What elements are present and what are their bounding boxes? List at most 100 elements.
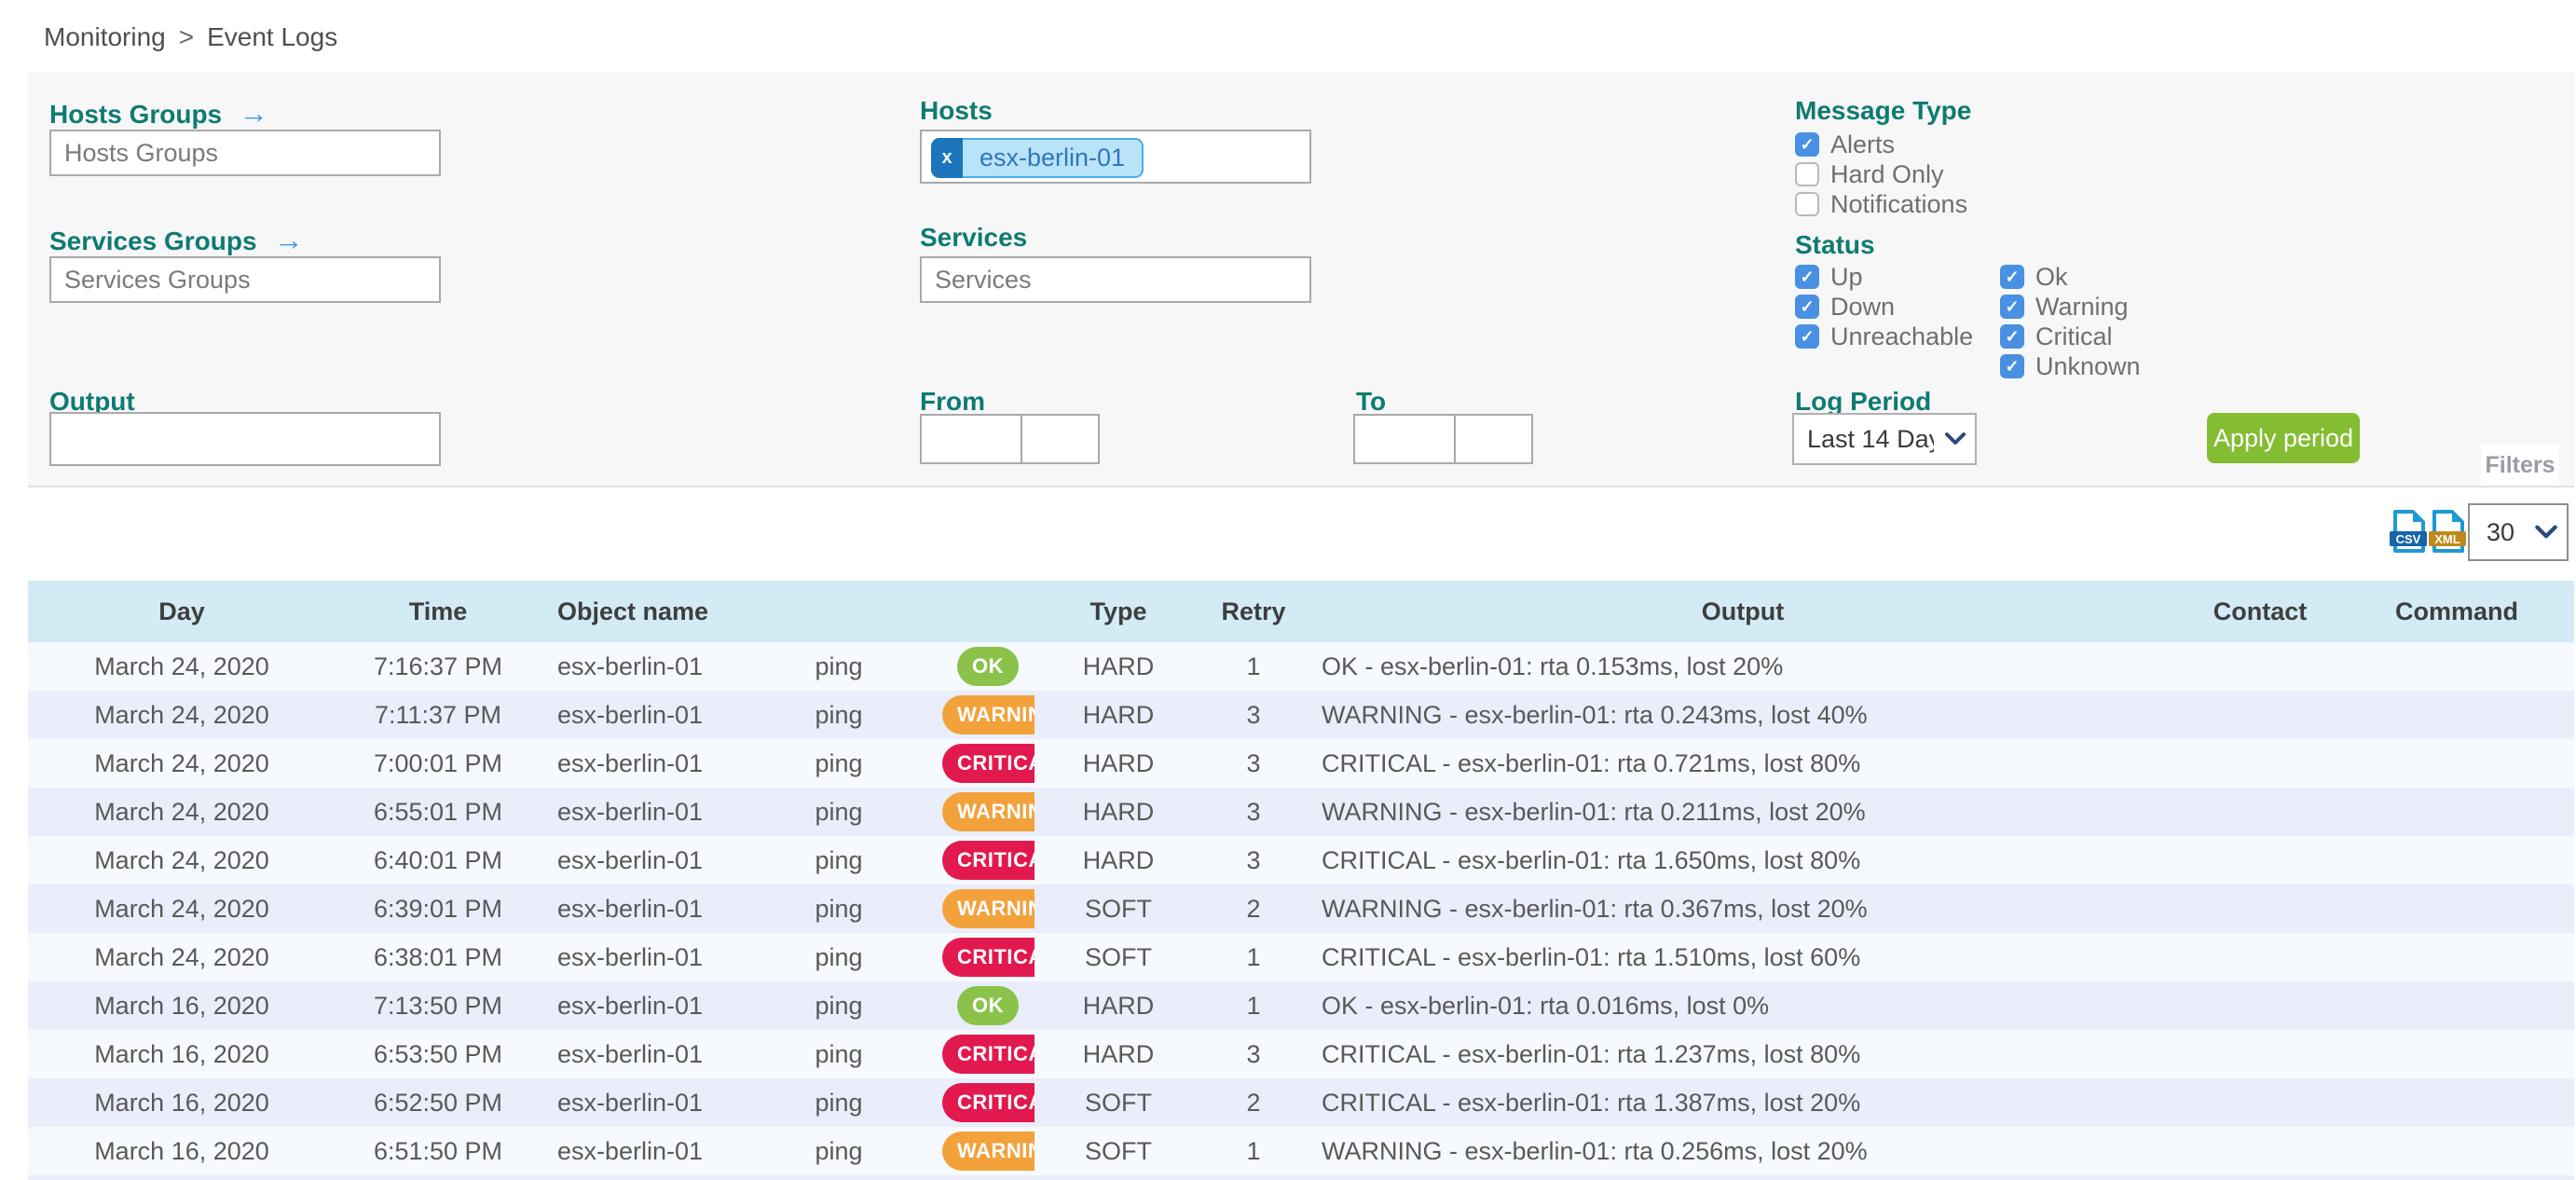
checkbox-checked-icon[interactable]: ✓ <box>2000 295 2024 319</box>
status-badge: OK <box>957 986 1019 1025</box>
cell-output: CRITICAL - esx-berlin-01: rta 0.721ms, l… <box>1322 748 1861 777</box>
cell-service: ping <box>815 942 863 971</box>
checkbox-warning[interactable]: ✓ Warning <box>2000 292 2141 322</box>
col-day: Day <box>28 581 336 642</box>
from-date-input[interactable] <box>920 414 1022 464</box>
svg-text:CSV: CSV <box>2396 532 2421 546</box>
services-groups-arrow-icon[interactable]: → <box>273 223 304 256</box>
hosts-groups-label: Hosts Groups → <box>49 96 269 130</box>
services-input[interactable] <box>920 256 1311 303</box>
cell-day: March 24, 2020 <box>94 942 269 971</box>
breadcrumb-monitoring[interactable]: Monitoring <box>44 22 166 51</box>
remove-tag-icon[interactable]: x <box>931 138 963 178</box>
checkbox-label: Ok <box>2035 262 2068 291</box>
cell-output: WARNING - esx-berlin-01: rta 0.211ms, lo… <box>1322 797 1866 826</box>
checkbox-critical[interactable]: ✓ Critical <box>2000 322 2141 351</box>
cell-day: March 24, 2020 <box>94 894 269 923</box>
table-row: March 24, 2020 7:16:37 PM esx-berlin-01 pin… <box>28 642 2574 691</box>
checkbox-checked-icon[interactable]: ✓ <box>1795 132 1819 157</box>
checkbox-unknown[interactable]: ✓ Unknown <box>2000 351 2141 381</box>
cell-object: esx-berlin-01 <box>557 748 704 777</box>
hosts-groups-arrow-icon[interactable]: → <box>239 96 269 130</box>
checkbox-up[interactable]: ✓ Up <box>1795 262 1973 292</box>
checkbox-checked-icon[interactable]: ✓ <box>1795 295 1819 319</box>
cell-contact <box>2181 739 2339 788</box>
message-type-label: Message Type <box>1795 96 1972 125</box>
cell-command <box>2339 642 2574 691</box>
cell-service: ping <box>815 652 863 680</box>
cell-service: ping <box>815 845 863 874</box>
cell-contact <box>2181 788 2339 836</box>
checkbox-hard-only[interactable]: Hard Only <box>1795 159 1967 189</box>
services-groups-input[interactable] <box>49 256 441 303</box>
col-command: Command <box>2339 581 2574 642</box>
host-tag-label: esx-berlin-01 <box>963 138 1144 178</box>
cell-day: March 24, 2020 <box>94 748 269 777</box>
checkbox-unchecked-icon[interactable] <box>1795 192 1819 216</box>
cell-status: CRITICAL <box>941 836 1035 885</box>
host-tag-chip: x esx-berlin-01 <box>931 138 1144 178</box>
from-time-input[interactable] <box>1021 414 1100 464</box>
status-badge: WARNING <box>942 695 1035 734</box>
checkbox-label: Up <box>1830 262 1863 291</box>
to-time-input[interactable] <box>1454 414 1533 464</box>
cell-type: HARD <box>1082 748 1155 777</box>
cell-status: WARNING <box>941 885 1035 933</box>
cell-time: 6:40:01 PM <box>373 845 503 874</box>
cell-contact <box>2181 836 2339 885</box>
cell-time: 6:39:01 PM <box>373 894 503 923</box>
log-period-select[interactable]: Last 14 Days <box>1792 413 1977 465</box>
cell-object: esx-berlin-01 <box>557 1039 704 1068</box>
status-badge: WARNING <box>942 1132 1035 1171</box>
breadcrumb-event-logs[interactable]: Event Logs <box>207 22 338 51</box>
checkbox-label: Alerts <box>1830 130 1896 158</box>
col-type: Type <box>1035 581 1202 642</box>
checkbox-alerts[interactable]: ✓ Alerts <box>1795 130 1967 159</box>
cell-output: CRITICAL - esx-berlin-01: rta 1.650ms, l… <box>1322 845 1861 874</box>
cell-contact <box>2181 1078 2339 1127</box>
checkbox-checked-icon[interactable]: ✓ <box>2000 265 2024 289</box>
cell-command <box>2339 885 2574 933</box>
cell-object: esx-berlin-01 <box>557 894 704 923</box>
filters-tab[interactable]: Filters <box>2481 445 2559 486</box>
checkbox-down[interactable]: ✓ Down <box>1795 292 1973 322</box>
to-date-input[interactable] <box>1353 414 1456 464</box>
col-retry: Retry <box>1202 581 1305 642</box>
cell-contact <box>2181 981 2339 1030</box>
checkbox-checked-icon[interactable]: ✓ <box>2000 354 2024 378</box>
checkbox-ok[interactable]: ✓ Ok <box>2000 262 2141 292</box>
export-csv-icon[interactable]: CSV <box>2389 509 2428 558</box>
cell-service: ping <box>815 700 863 729</box>
services-label: Services <box>920 223 1028 252</box>
checkbox-checked-icon[interactable]: ✓ <box>1795 265 1819 289</box>
cell-day: March 16, 2020 <box>94 1088 269 1117</box>
cell-day: March 16, 2020 <box>94 1136 269 1165</box>
cell-output: CRITICAL - esx-berlin-01: rta 1.237ms, l… <box>1322 1039 1861 1068</box>
status-badge: CRITICAL <box>942 1083 1035 1122</box>
cell-command <box>2339 981 2574 1030</box>
hosts-groups-input[interactable] <box>49 130 441 176</box>
checkbox-label: Down <box>1830 292 1896 321</box>
output-input[interactable] <box>49 412 441 466</box>
status-label: Status <box>1795 230 1875 259</box>
checkbox-notifications[interactable]: Notifications <box>1795 189 1967 219</box>
checkbox-label: Hard Only <box>1830 159 1944 188</box>
cell-day: March 24, 2020 <box>94 700 269 729</box>
checkbox-checked-icon[interactable]: ✓ <box>1795 324 1819 349</box>
hosts-input[interactable]: x esx-berlin-01 <box>920 130 1311 184</box>
checkbox-unchecked-icon[interactable] <box>1795 162 1819 186</box>
cell-time: 7:16:37 PM <box>373 652 503 680</box>
cell-service: ping <box>815 1136 863 1165</box>
cell-type: SOFT <box>1085 894 1152 923</box>
page-size-select[interactable]: 30 <box>2468 503 2569 561</box>
export-xml-icon[interactable]: XML <box>2428 509 2467 558</box>
cell-output: CRITICAL - esx-berlin-01: rta 1.510ms, l… <box>1322 942 1861 971</box>
cell-command <box>2339 739 2574 788</box>
col-time: Time <box>336 581 541 642</box>
checkbox-checked-icon[interactable]: ✓ <box>2000 324 2024 349</box>
apply-period-button[interactable]: Apply period <box>2207 413 2360 463</box>
cell-output: OK - esx-berlin-01: rta 0.153ms, lost 20… <box>1322 652 1784 680</box>
checkbox-unreachable[interactable]: ✓ Unreachable <box>1795 322 1973 351</box>
filter-panel: Hosts Groups→ Services Groups→ Output Ho… <box>28 73 2574 487</box>
svg-text:XML: XML <box>2434 532 2460 546</box>
